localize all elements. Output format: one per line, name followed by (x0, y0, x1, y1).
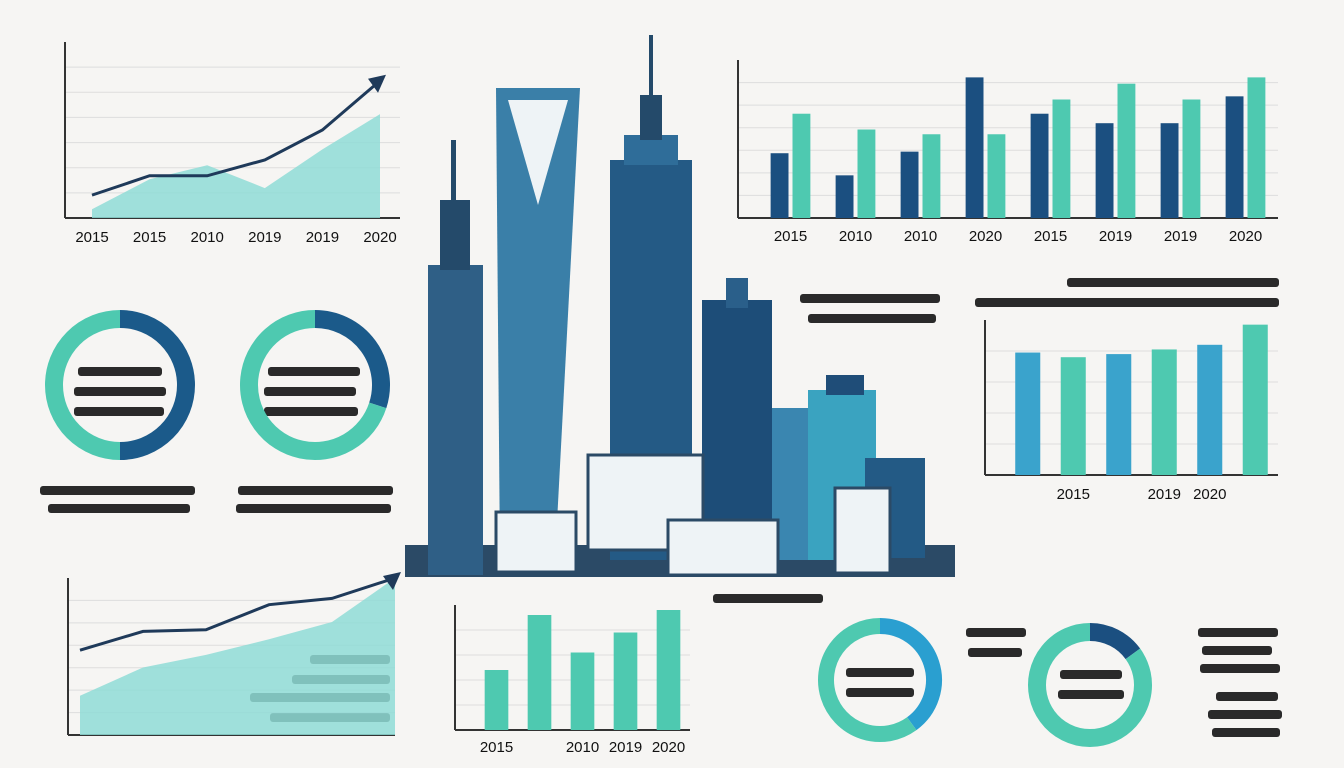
bar (922, 134, 941, 218)
x-tick-label: 2015 (774, 228, 807, 245)
x-tick-label: 2019 (609, 739, 642, 756)
bar (857, 129, 876, 218)
x-tick-label: 2010 (566, 739, 599, 756)
x-tick-label: 2015 (1057, 486, 1090, 503)
x-tick-label: 2019 (1164, 228, 1197, 245)
bar (1095, 123, 1114, 218)
bar (1106, 354, 1132, 475)
x-tick-label: 2010 (839, 228, 872, 245)
bar (570, 652, 595, 730)
bar (987, 134, 1006, 218)
bar (900, 151, 919, 218)
x-tick-label: 2015 (480, 739, 513, 756)
donut-segment (818, 618, 917, 742)
x-tick-label: 2019 (248, 229, 281, 246)
arrow-head (368, 74, 386, 93)
x-tick-label: 2010 (191, 229, 224, 246)
area (80, 578, 395, 735)
x-tick-label: 2010 (904, 228, 937, 245)
x-tick-label: 2015 (133, 229, 166, 246)
x-tick-label: 2019 (306, 229, 339, 246)
arrow-head (383, 572, 401, 590)
donut-segment (879, 618, 942, 731)
bar (484, 670, 509, 730)
x-tick-label: 2019 (1099, 228, 1132, 245)
placeholder-text (40, 278, 1282, 737)
bar (1052, 99, 1071, 218)
bar (1160, 123, 1179, 218)
x-tick-label: 2020 (652, 739, 685, 756)
bar (835, 175, 854, 218)
donut-segment (1089, 623, 1141, 660)
skyline (405, 35, 955, 577)
bar (527, 615, 552, 730)
line (79, 576, 396, 652)
line (91, 79, 381, 197)
bar (965, 77, 984, 218)
x-tick-label: 2020 (969, 228, 1002, 245)
donut-segment (45, 310, 121, 460)
bar (656, 610, 681, 730)
bar (792, 113, 811, 218)
bar (1030, 113, 1049, 218)
area (92, 114, 380, 218)
x-tick-label: 2015 (1034, 228, 1067, 245)
bar (1117, 83, 1136, 218)
x-tick-label: 2015 (75, 229, 108, 246)
bar (1015, 352, 1041, 475)
donut-segment (314, 310, 390, 409)
x-tick-label: 2019 (1148, 486, 1181, 503)
bar (770, 153, 789, 218)
bar (1151, 349, 1177, 475)
x-tick-label: 2020 (1193, 486, 1226, 503)
bar (1247, 77, 1266, 218)
donut-segment (1028, 623, 1152, 747)
bar (1182, 99, 1201, 218)
x-tick-label: 2020 (363, 229, 396, 246)
bar (1060, 357, 1086, 475)
donut-segment (240, 310, 387, 460)
x-tick-label: 2020 (1229, 228, 1262, 245)
bar (613, 632, 638, 730)
donut-segment (119, 310, 195, 460)
bar (1242, 324, 1268, 475)
bar (1225, 96, 1244, 218)
bar (1197, 344, 1223, 475)
